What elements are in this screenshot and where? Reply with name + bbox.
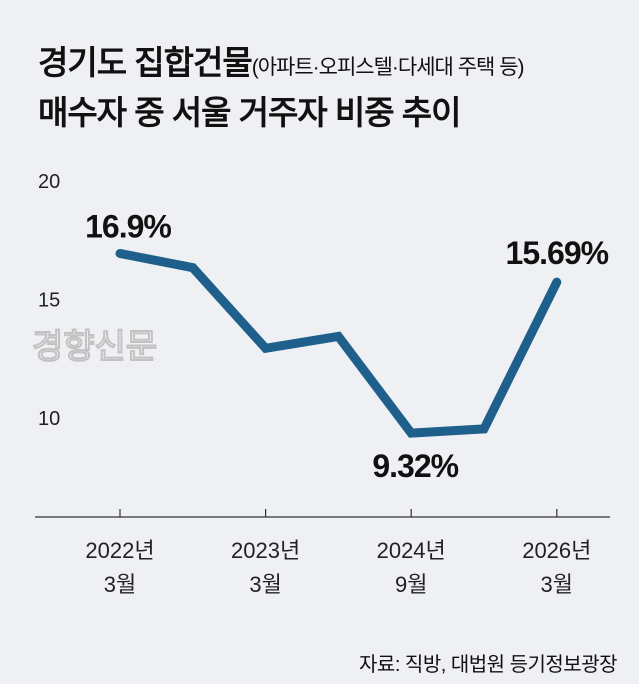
data-label: 16.9% <box>85 208 171 244</box>
x-tick-label-month: 3월 <box>104 572 136 597</box>
x-tick-label-month: 3월 <box>541 572 573 597</box>
x-tick-label-year: 2023년 <box>231 538 300 563</box>
y-tick-label: 20 <box>38 171 60 193</box>
series-line <box>115 248 562 438</box>
x-tick-label-month: 3월 <box>249 572 281 597</box>
watermark: 경향신문 <box>32 328 157 366</box>
source-note: 자료: 직방, 대법원 등기정보광장 <box>359 654 617 676</box>
data-label: 9.32% <box>372 448 458 484</box>
title-main: 경기도 집합건물 <box>38 44 253 81</box>
x-tick-label-month: 9월 <box>395 572 427 597</box>
title-subtitle: (아파트·오피스텔·다세대 주택 등) <box>251 56 525 79</box>
chart-title-line1: 경기도 집합건물(아파트·오피스텔·다세대 주택 등) <box>38 36 525 84</box>
x-tick-label-year: 2026년 <box>522 538 591 563</box>
data-label: 15.69% <box>506 235 609 271</box>
x-tick-label-year: 2024년 <box>377 538 446 563</box>
y-tick-label: 10 <box>38 408 60 430</box>
x-tick-label-year: 2022년 <box>85 538 154 563</box>
chart-title-line2: 매수자 중 서울 거주자 비중 추이 <box>38 94 462 131</box>
y-tick-label: 15 <box>38 290 60 312</box>
